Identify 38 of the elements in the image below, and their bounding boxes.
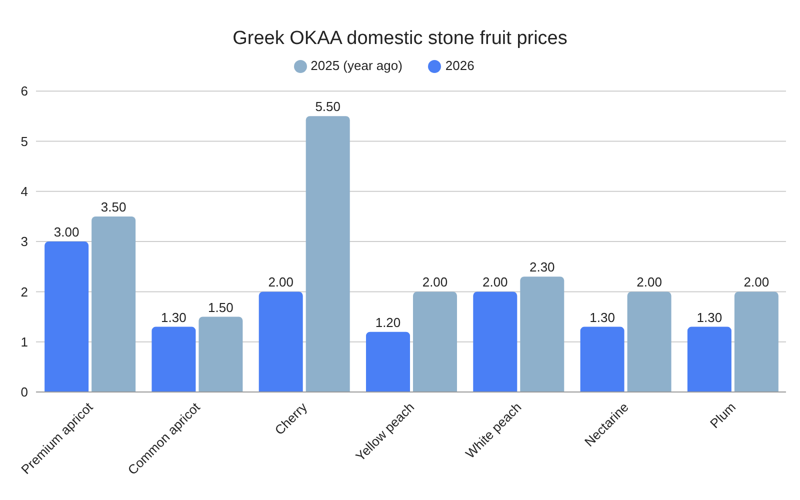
y-tick-label: 6 xyxy=(20,84,28,99)
y-tick-label: 5 xyxy=(20,134,28,149)
legend-label: 2026 xyxy=(445,58,474,73)
bar xyxy=(152,326,196,392)
bar xyxy=(258,292,303,392)
data-label: 2.00 xyxy=(636,274,662,290)
y-tick-label: 3 xyxy=(20,234,28,250)
data-label: 2.00 xyxy=(422,274,448,290)
data-label: 5.50 xyxy=(315,99,341,114)
data-label: 2.30 xyxy=(529,260,555,275)
data-label: 2.00 xyxy=(744,274,770,290)
bar xyxy=(627,292,672,392)
legend-label: 2025 (year ago) xyxy=(310,58,402,73)
bar xyxy=(44,242,89,392)
data-label: 2.00 xyxy=(268,274,294,290)
data-label: 3.00 xyxy=(54,224,80,240)
bar xyxy=(520,276,564,392)
y-tick-label: 1 xyxy=(20,334,28,350)
bar xyxy=(92,216,136,392)
bar xyxy=(366,332,410,392)
bar xyxy=(473,292,518,392)
y-tick-label: 0 xyxy=(20,384,28,400)
bar xyxy=(734,292,778,392)
data-label: 1.30 xyxy=(696,310,722,325)
bar xyxy=(198,316,243,392)
data-label: 2.00 xyxy=(482,274,508,290)
data-label: 3.50 xyxy=(100,199,126,214)
bar xyxy=(687,326,732,392)
bar xyxy=(413,292,457,392)
data-label: 1.50 xyxy=(208,300,234,315)
data-label: 1.20 xyxy=(375,314,401,330)
bar xyxy=(306,116,350,392)
y-tick-label: 4 xyxy=(20,184,28,199)
data-label: 1.30 xyxy=(161,310,186,325)
data-label: 1.30 xyxy=(590,310,615,325)
chart-title: Greek OKAA domestic stone fruit prices xyxy=(232,28,568,51)
y-tick-label: 2 xyxy=(20,284,28,300)
bar xyxy=(580,326,624,392)
